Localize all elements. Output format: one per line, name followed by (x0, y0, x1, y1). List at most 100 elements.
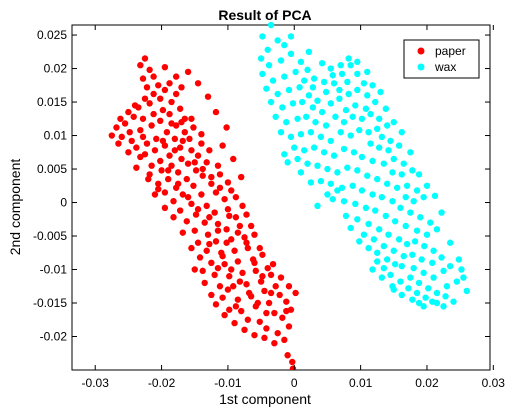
point-paper-48 (198, 140, 205, 147)
point-wax-2 (281, 41, 288, 49)
point-paper-197 (254, 299, 261, 307)
point-paper-145 (125, 149, 132, 156)
point-paper-10 (157, 95, 164, 102)
point-wax-52 (340, 118, 348, 126)
point-wax-173 (429, 298, 436, 305)
point-wax-169 (397, 278, 404, 285)
point-paper-120 (271, 309, 278, 317)
point-wax-153 (390, 247, 397, 254)
point-wax-38 (345, 90, 352, 98)
point-paper-214 (125, 108, 132, 116)
point-paper-161 (261, 334, 268, 342)
point-wax-157 (425, 285, 432, 292)
point-wax-105 (317, 177, 325, 185)
point-wax-24 (338, 70, 346, 78)
point-wax-39 (354, 86, 361, 94)
point-paper-206 (206, 240, 213, 248)
point-wax-51 (332, 113, 339, 120)
point-paper-154 (191, 266, 198, 273)
point-paper-128 (284, 352, 291, 359)
point-paper-41 (166, 152, 173, 159)
point-wax-115 (417, 214, 424, 221)
point-paper-4 (143, 84, 151, 91)
point-paper-63 (176, 207, 184, 214)
point-wax-53 (349, 113, 356, 120)
point-wax-171 (413, 289, 421, 297)
point-paper-19 (121, 120, 129, 127)
point-wax-55 (367, 110, 374, 118)
point-paper-100 (208, 291, 215, 299)
point-paper-123 (279, 314, 286, 321)
point-paper-30 (153, 135, 160, 143)
point-wax-174 (420, 303, 427, 310)
point-wax-14 (301, 77, 308, 84)
point-wax-60 (277, 128, 285, 136)
point-wax-62 (297, 130, 305, 138)
point-paper-50 (184, 160, 192, 167)
point-paper-73 (201, 219, 208, 226)
point-wax-188 (347, 224, 354, 232)
point-wax-202 (354, 58, 361, 66)
point-wax-147 (446, 262, 454, 270)
point-paper-156 (212, 301, 220, 308)
point-wax-88 (398, 171, 405, 178)
point-wax-218 (327, 65, 334, 72)
point-wax-165 (374, 249, 381, 256)
x-tick-label: -0.03 (82, 376, 110, 390)
point-wax-181 (324, 191, 331, 198)
point-wax-205 (377, 88, 384, 96)
point-paper-121 (263, 325, 270, 332)
point-wax-197 (310, 75, 318, 82)
point-wax-136 (354, 216, 361, 223)
point-wax-158 (433, 289, 441, 297)
point-paper-101 (219, 294, 226, 301)
point-paper-9 (146, 100, 153, 107)
point-wax-118 (423, 231, 431, 238)
point-wax-47 (294, 115, 301, 122)
point-paper-112 (257, 278, 265, 285)
point-wax-121 (340, 197, 348, 205)
point-wax-161 (440, 303, 447, 310)
x-tick-label: 0.02 (415, 376, 439, 390)
y-tick-label: 0 (60, 196, 67, 210)
point-paper-142 (237, 173, 245, 181)
point-paper-210 (150, 73, 157, 80)
y-tick-label: 0.005 (37, 162, 67, 176)
point-paper-3 (139, 75, 147, 82)
point-wax-156 (415, 279, 423, 287)
point-paper-176 (283, 307, 290, 315)
point-paper-97 (234, 258, 242, 265)
point-wax-5 (265, 61, 273, 69)
point-wax-36 (327, 100, 334, 107)
point-wax-30 (267, 98, 275, 106)
point-wax-134 (409, 251, 416, 258)
y-tick-label: -0.005 (33, 229, 67, 243)
point-paper-77 (224, 206, 232, 213)
point-paper-57 (192, 167, 200, 174)
point-wax-12 (281, 73, 288, 80)
point-paper-119 (272, 283, 279, 290)
point-wax-162 (450, 298, 457, 305)
point-wax-9 (304, 66, 311, 74)
point-paper-174 (267, 271, 275, 279)
point-wax-116 (427, 219, 434, 226)
point-wax-154 (398, 262, 405, 270)
point-paper-178 (171, 147, 179, 154)
point-paper-202 (165, 167, 172, 174)
point-wax-149 (443, 283, 451, 290)
point-paper-12 (166, 80, 173, 87)
legend-box (403, 39, 480, 79)
point-wax-61 (287, 133, 295, 141)
point-wax-172 (422, 294, 429, 301)
point-paper-165 (188, 115, 195, 122)
point-wax-93 (334, 169, 341, 176)
chart-title: Result of PCA (218, 7, 311, 23)
point-paper-170 (232, 193, 240, 201)
point-paper-51 (174, 169, 182, 176)
point-paper-183 (216, 184, 224, 191)
point-wax-18 (285, 86, 293, 94)
point-wax-20 (305, 92, 313, 99)
point-paper-201 (155, 185, 162, 193)
point-wax-152 (380, 242, 388, 250)
point-paper-175 (276, 291, 283, 299)
